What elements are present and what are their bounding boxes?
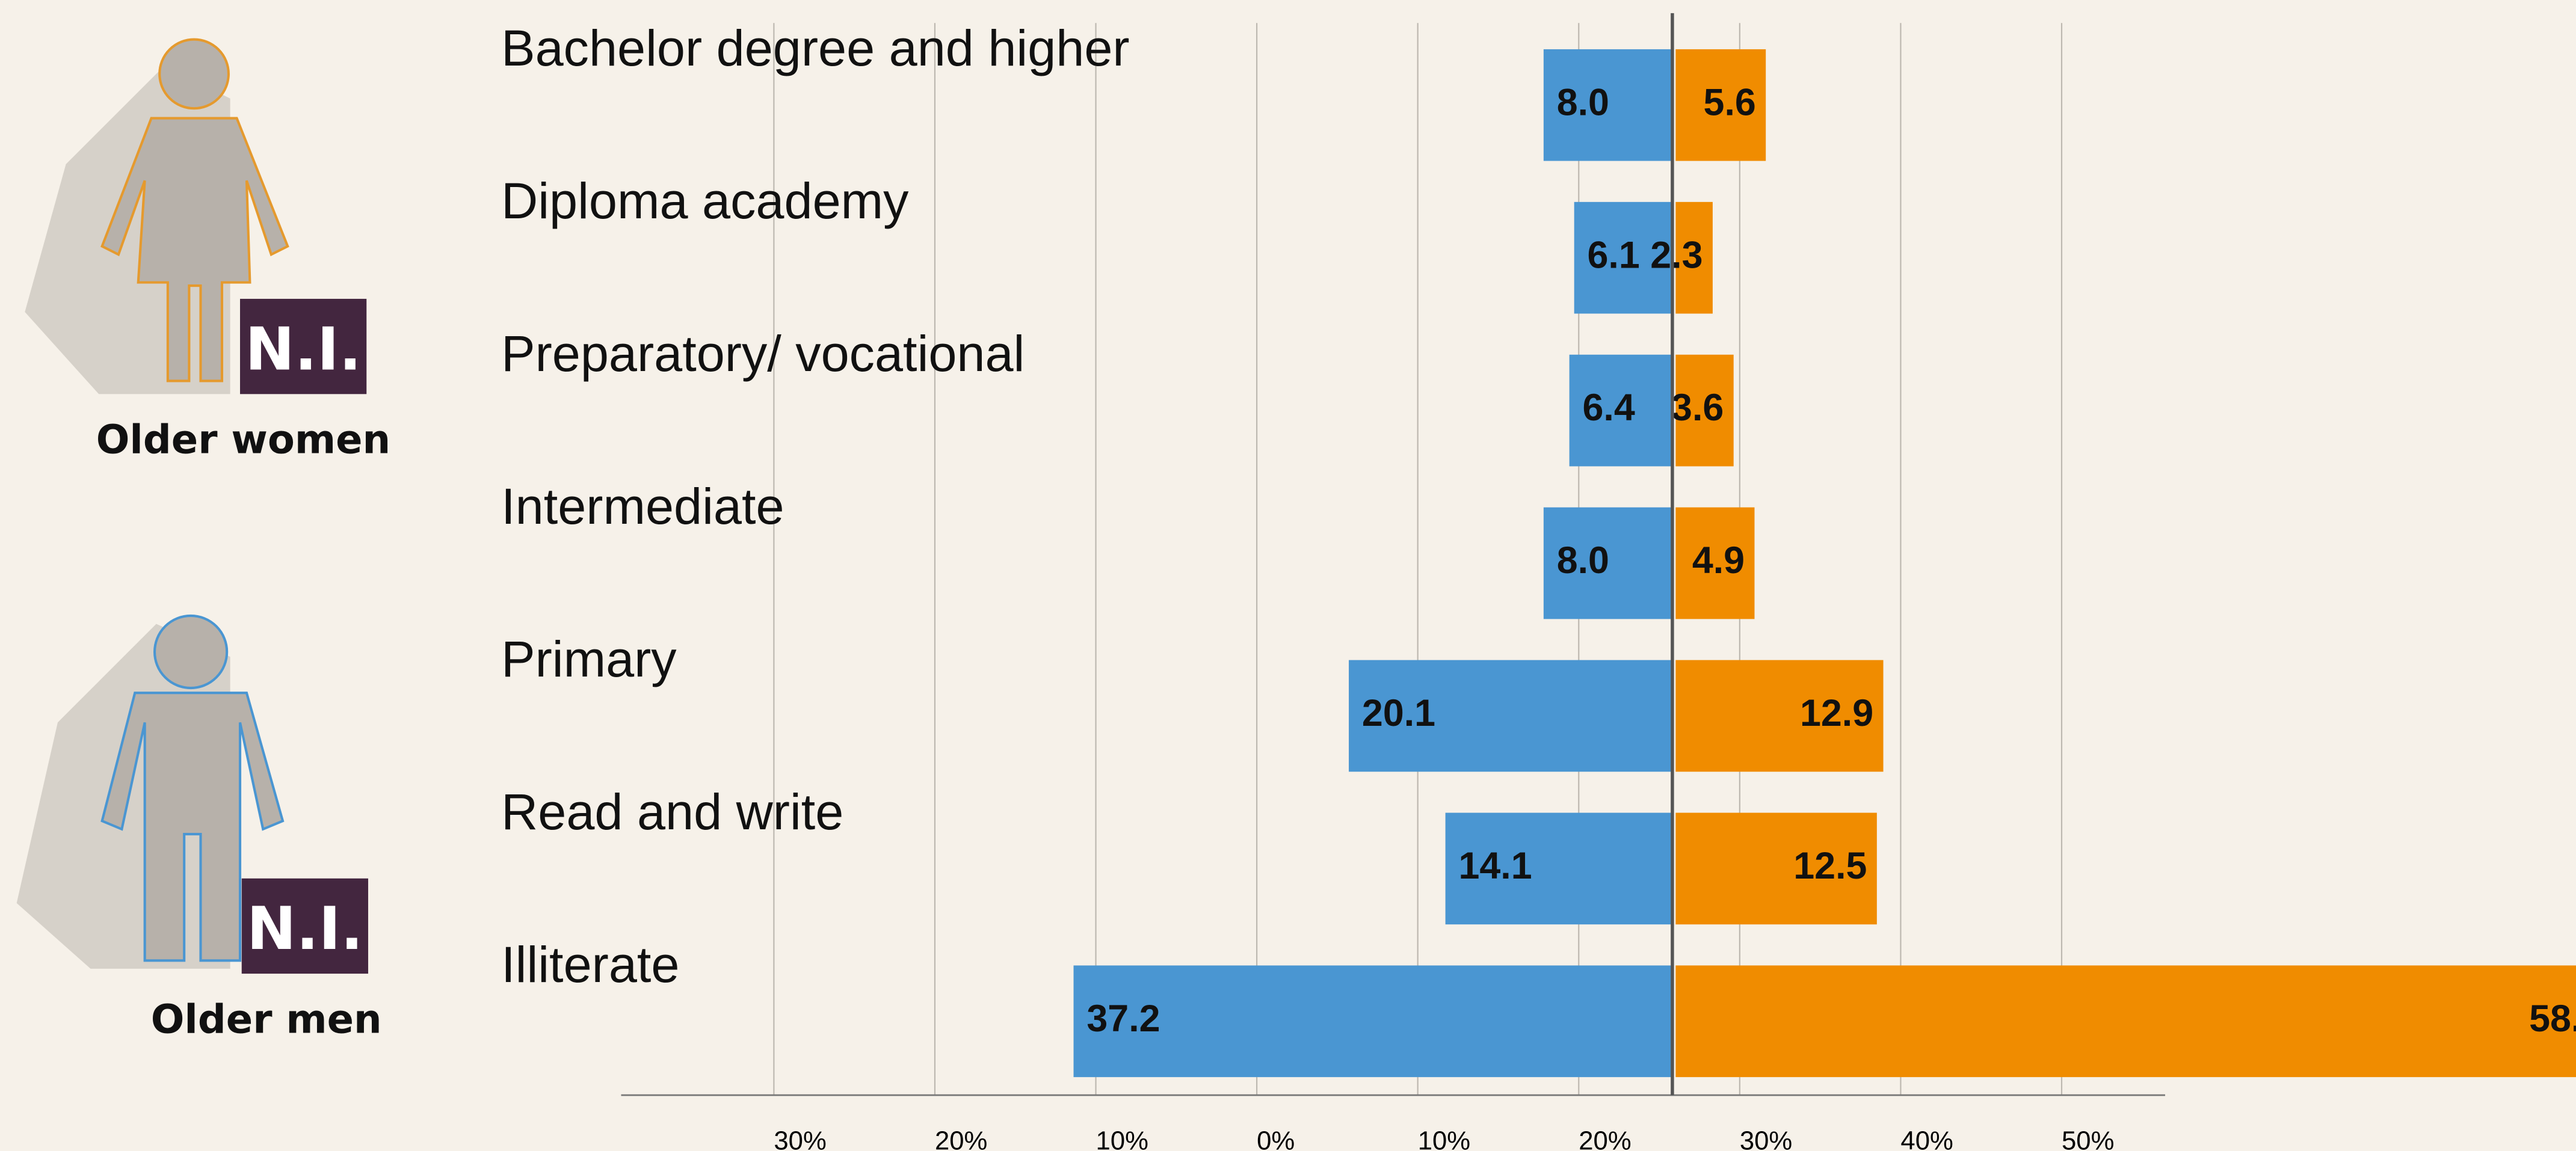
value-label: 2.3 (1650, 234, 1702, 276)
value-label: 4.9 (1692, 539, 1745, 582)
category-label: Read and write (501, 783, 843, 840)
x-tick-label: 30% (1740, 1126, 1792, 1151)
bar (1543, 507, 1672, 619)
value-label: 6.4 (1583, 387, 1635, 429)
bar (1675, 965, 2576, 1078)
x-tick-label: 0% (1257, 1126, 1295, 1151)
legend-label: Older men (151, 996, 382, 1042)
bar (1574, 201, 1672, 314)
women-icon (25, 38, 367, 394)
value-label: 12.5 (1793, 845, 1867, 887)
category-label: Intermediate (501, 477, 784, 535)
bar (1349, 660, 1672, 772)
value-label: 12.9 (1800, 692, 1873, 734)
bar (1675, 660, 1884, 772)
value-label: 8.0 (1557, 81, 1609, 123)
badge-text: N.I. (247, 895, 363, 963)
value-label: 37.2 (1086, 998, 1160, 1040)
bar (1675, 354, 1734, 467)
value-label: 3.6 (1671, 387, 1724, 429)
bar (1569, 354, 1672, 467)
x-tick-label: 30% (774, 1126, 826, 1151)
category-label: Illiterate (501, 936, 679, 993)
value-label: 14.1 (1458, 845, 1532, 887)
value-label: 5.6 (1704, 81, 1756, 123)
bar (1675, 812, 1877, 925)
category-label: Diploma academy (501, 172, 909, 229)
value-label: 6.1 (1588, 234, 1640, 276)
value-label: 20.1 (1362, 692, 1435, 734)
value-label: 58.2 (2529, 998, 2576, 1040)
badge-text: N.I. (245, 315, 362, 384)
x-tick-label: 20% (935, 1126, 987, 1151)
value-label: 8.0 (1557, 539, 1609, 582)
bar (1445, 812, 1672, 925)
category-label: Bachelor degree and higher (501, 19, 1129, 76)
x-tick-label: 20% (1579, 1126, 1631, 1151)
bar (1073, 965, 1672, 1078)
x-tick-label: 10% (1096, 1126, 1148, 1151)
category-label: Preparatory/ vocational (501, 325, 1025, 382)
category-label: Primary (501, 630, 677, 687)
bar (1675, 49, 1766, 161)
legend-label: Older women (96, 417, 390, 463)
x-tick-label: 40% (1900, 1126, 1953, 1151)
x-tick-label: 50% (2062, 1126, 2114, 1151)
bar (1543, 49, 1672, 161)
bar (1675, 201, 1713, 314)
x-tick-label: 10% (1418, 1126, 1470, 1151)
men-icon (16, 614, 368, 974)
bar (1675, 507, 1755, 619)
